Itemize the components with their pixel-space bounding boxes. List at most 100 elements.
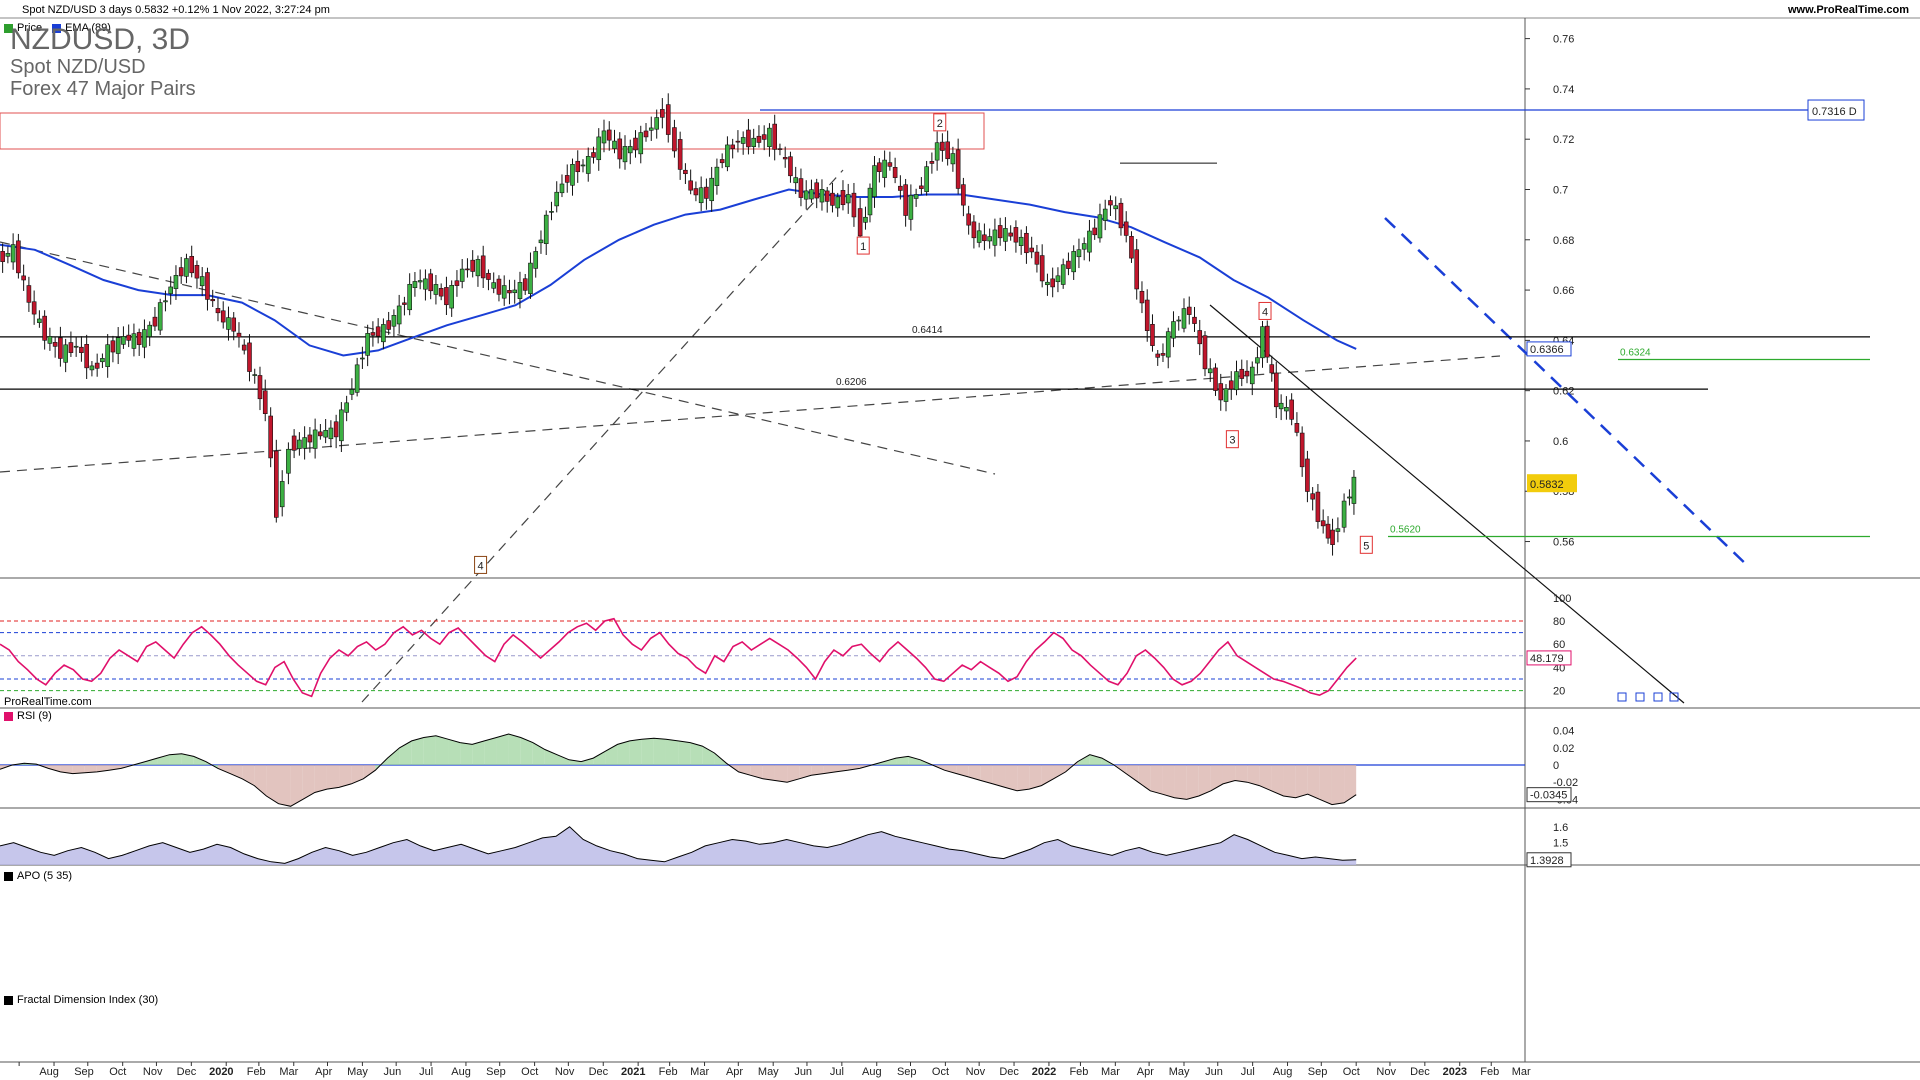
candle-up xyxy=(867,187,873,216)
candle-down xyxy=(756,135,762,143)
candle-down xyxy=(997,225,1003,239)
candle-up xyxy=(872,165,877,197)
candle-up xyxy=(1249,366,1255,385)
candle-up xyxy=(882,159,887,178)
apo-negative-area xyxy=(1344,765,1357,803)
candle-up xyxy=(105,344,110,367)
candle-up xyxy=(1097,214,1103,239)
candle-down xyxy=(830,192,835,206)
candle-up xyxy=(543,214,549,244)
symbol-group: Forex 47 Major Pairs xyxy=(10,78,196,100)
time-tick-label: Nov xyxy=(143,1066,163,1078)
time-tick-label: 2023 xyxy=(1443,1066,1467,1078)
apo-negative-area xyxy=(1331,765,1345,805)
candle-down xyxy=(210,299,216,302)
candle-down xyxy=(575,160,581,173)
candle-up xyxy=(538,239,544,244)
time-tick-label: Jul xyxy=(1241,1066,1255,1078)
candle-up xyxy=(627,146,633,154)
fdi-y-tick-label: 1.5 xyxy=(1553,838,1568,850)
candle-down xyxy=(470,259,475,272)
candle-down xyxy=(1269,364,1275,374)
candle-up xyxy=(622,146,628,163)
time-tick-label: Apr xyxy=(726,1066,743,1078)
fdi-value-marker xyxy=(1526,852,1572,868)
event-icon xyxy=(1617,692,1627,702)
candle-up xyxy=(423,278,428,290)
candle-down xyxy=(42,315,47,341)
apo-positive-area xyxy=(883,758,897,765)
candle-down xyxy=(1202,335,1208,370)
site-url[interactable]: www.ProRealTime.com xyxy=(1788,4,1910,16)
candle-down xyxy=(1150,324,1155,346)
candle-down xyxy=(215,308,221,314)
candle-up xyxy=(1087,230,1092,253)
candle-down xyxy=(1244,370,1250,377)
candle-up xyxy=(1255,357,1260,364)
candle-up xyxy=(976,230,982,243)
candle-down xyxy=(318,431,323,437)
candle-up xyxy=(328,427,334,440)
apo-positive-area xyxy=(484,737,497,765)
wave-label-box xyxy=(933,113,947,132)
price-y-tick-label: 0.56 xyxy=(1553,537,1574,549)
time-tick-label: Apr xyxy=(1137,1066,1154,1078)
apo-positive-area xyxy=(557,754,570,765)
apo-legend-swatch xyxy=(4,871,13,881)
apo-positive-area xyxy=(448,739,461,765)
candle-up xyxy=(302,437,307,449)
wave-label: 5 xyxy=(1363,540,1369,552)
candle-up xyxy=(89,365,95,371)
fdi-area xyxy=(0,826,1357,865)
candle-down xyxy=(735,140,741,143)
candle-down xyxy=(1264,325,1270,358)
support-trendline xyxy=(1209,304,1685,704)
candle-down xyxy=(386,320,391,330)
candle-down xyxy=(231,317,237,332)
candle-up xyxy=(725,144,730,168)
rsi-legend[interactable]: RSI (9) xyxy=(4,710,52,722)
candle-up xyxy=(37,318,42,323)
apo-positive-area xyxy=(496,734,509,765)
candle-down xyxy=(660,109,665,118)
candle-down xyxy=(402,302,407,305)
candle-up xyxy=(163,300,168,303)
candle-down xyxy=(1192,316,1197,324)
candle-down xyxy=(1299,432,1305,468)
candle-up xyxy=(396,305,402,325)
apo-negative-area xyxy=(266,765,279,804)
fdi-y-tick-label: 1.6 xyxy=(1553,822,1568,834)
apo-positive-area xyxy=(896,756,909,765)
apo-legend[interactable]: APO (5 35) xyxy=(4,870,72,882)
candle-up xyxy=(549,211,554,213)
candle-up xyxy=(533,251,539,269)
candle-up xyxy=(580,164,586,167)
ema-value-marker xyxy=(1526,341,1572,357)
candle-up xyxy=(992,229,998,246)
event-icon xyxy=(1635,692,1645,702)
candle-down xyxy=(126,334,131,341)
candle-up xyxy=(63,344,68,363)
apo-value-label: -0.0345 xyxy=(1530,790,1567,802)
apo-negative-area xyxy=(230,765,243,779)
apo-negative-area xyxy=(774,765,788,783)
apo-negative-area xyxy=(787,765,800,783)
price-legend[interactable]: Price EMA (89) xyxy=(4,22,111,34)
candle-down xyxy=(606,129,612,141)
apo-positive-area xyxy=(181,753,194,765)
wave-label: 1 xyxy=(860,241,866,253)
time-tick-label: 2022 xyxy=(1032,1066,1056,1078)
rsi-value-label: 48.179 xyxy=(1530,653,1564,665)
apo-positive-area xyxy=(908,756,921,765)
candle-down xyxy=(1305,458,1310,492)
candle-down xyxy=(798,178,804,198)
candle-down xyxy=(1050,278,1055,288)
apo-negative-area xyxy=(1174,765,1187,800)
time-tick-label: Sep xyxy=(1308,1066,1328,1078)
fdi-legend[interactable]: Fractal Dimension Index (30) xyxy=(4,994,158,1006)
candle-down xyxy=(814,182,820,199)
candle-down xyxy=(617,138,623,160)
candle-up xyxy=(809,189,814,200)
candle-up xyxy=(1071,251,1076,273)
price-y-tick-label: 0.6 xyxy=(1553,436,1568,448)
